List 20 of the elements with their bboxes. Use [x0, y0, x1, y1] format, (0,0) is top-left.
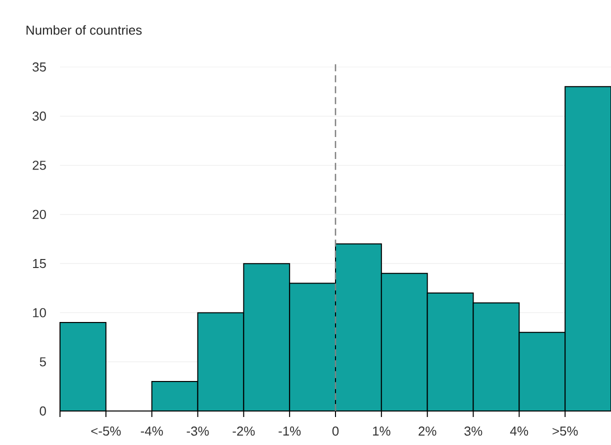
y-tick-label: 35 — [32, 62, 46, 72]
y-tick-label: 15 — [33, 259, 46, 268]
x-tick-label: -2% — [232, 426, 255, 436]
y-tick-label: 10 — [33, 308, 46, 318]
y-tick-label: 0 — [40, 406, 46, 416]
x-tick-label: -1% — [278, 426, 301, 436]
y-tick-label: 5 — [40, 357, 46, 366]
x-tick-label: 3% — [464, 426, 482, 436]
x-tick-label: -3% — [186, 426, 209, 436]
y-tick-label: 20 — [32, 210, 46, 220]
y-tick-label: 25 — [32, 160, 46, 170]
x-tick-label: >5% — [552, 426, 578, 436]
x-tick-label: <-5% — [91, 426, 121, 436]
y-tick-label: 30 — [32, 112, 46, 121]
y-axis-title: Number of countries — [26, 25, 142, 35]
x-tick-label: 0 — [332, 426, 339, 436]
x-tick-label: 2% — [418, 426, 436, 436]
x-tick-label: -4% — [140, 426, 163, 436]
x-tick-label: 1% — [373, 426, 390, 436]
x-tick-label: 4% — [510, 426, 528, 436]
